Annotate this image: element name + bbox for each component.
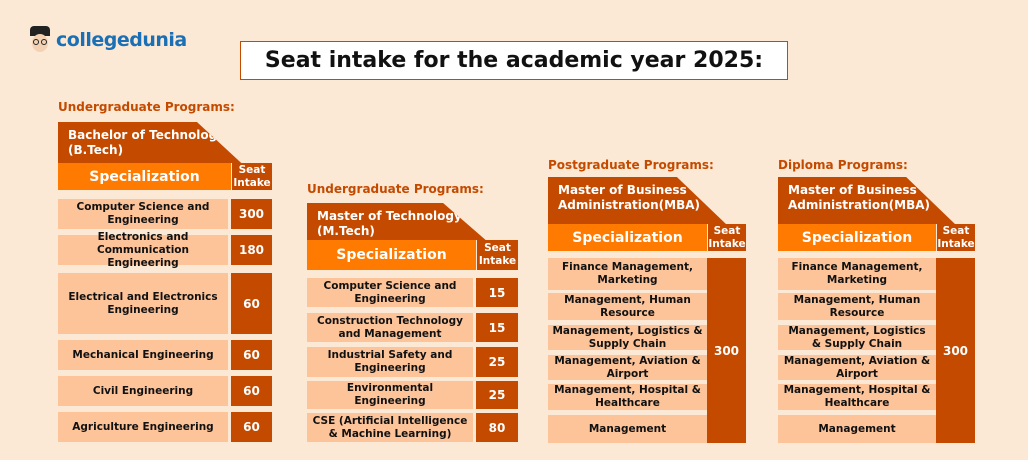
specialization-name: Computer Science and Engineering [58, 199, 228, 229]
seat-intake-header: Seat Intake [936, 224, 975, 251]
seat-count: 300 [936, 258, 975, 443]
specialization-header: Specialization [778, 224, 936, 251]
section-heading: Diploma Programs: [778, 158, 908, 172]
specialization-name: Management, Hospital & Healthcare [778, 384, 936, 410]
specialization-header: Specialization [307, 240, 476, 270]
specialization-name: Management, Aviation & Airport [548, 355, 707, 380]
seat-count: 300 [707, 258, 746, 443]
seat-count: 60 [231, 273, 272, 334]
specialization-name: Agriculture Engineering [58, 412, 228, 442]
specialization-header: Specialization [548, 224, 707, 251]
program-title: Master of Business Administration(MBA) [548, 177, 727, 225]
specialization-name: Mechanical Engineering [58, 340, 228, 370]
seat-count: 80 [476, 413, 518, 442]
mascot-icon [28, 26, 52, 54]
section-heading: Postgraduate Programs: [548, 158, 714, 172]
section-heading: Undergraduate Programs: [307, 182, 484, 196]
specialization-name: Management, Hospital & Healthcare [548, 384, 707, 410]
specialization-name: Civil Engineering [58, 376, 228, 406]
seat-count: 60 [231, 412, 272, 442]
specialization-name: Management [778, 415, 936, 443]
specialization-name: Management [548, 415, 707, 443]
specialization-name: Electronics and Communication Engineerin… [58, 231, 228, 269]
specialization-name: Management, Aviation & Airport [778, 355, 936, 380]
seat-intake-header: Seat Intake [231, 163, 272, 190]
specialization-header: Specialization [58, 163, 231, 190]
seat-intake-header: Seat Intake [476, 240, 518, 270]
seat-count: 25 [476, 381, 518, 409]
seat-count: 25 [476, 347, 518, 377]
seat-count: 15 [476, 313, 518, 342]
section-heading: Undergraduate Programs: [58, 100, 235, 114]
seat-count: 60 [231, 376, 272, 406]
seat-count: 15 [476, 278, 518, 307]
seat-count: 180 [231, 235, 272, 265]
specialization-name: Electrical and Electronics Engineering [58, 273, 228, 334]
specialization-name: CSE (Artificial Intelligence & Machine L… [307, 413, 473, 442]
specialization-name: Management, Logistics & Supply Chain [548, 325, 707, 350]
specialization-name: Computer Science and Engineering [307, 278, 473, 307]
seat-count: 60 [231, 340, 272, 370]
page-title: Seat intake for the academic year 2025: [240, 41, 788, 80]
specialization-name: Finance Management, Marketing [778, 258, 936, 290]
logo-text: collegedunia [56, 29, 187, 51]
specialization-name: Construction Technology and Management [307, 313, 473, 342]
program-title: Master of Business Administration(MBA) [778, 177, 956, 225]
specialization-name: Finance Management, Marketing [548, 258, 707, 290]
seat-intake-header: Seat Intake [707, 224, 746, 251]
specialization-name: Management, Human Resource [778, 293, 936, 320]
collegedunia-logo: collegedunia [28, 26, 187, 54]
specialization-name: Management, Logistics & Supply Chain [778, 325, 936, 350]
specialization-name: Industrial Safety and Engineering [307, 347, 473, 377]
seat-count: 300 [231, 199, 272, 229]
specialization-name: Management, Human Resource [548, 293, 707, 320]
specialization-name: Environmental Engineering [307, 381, 473, 409]
